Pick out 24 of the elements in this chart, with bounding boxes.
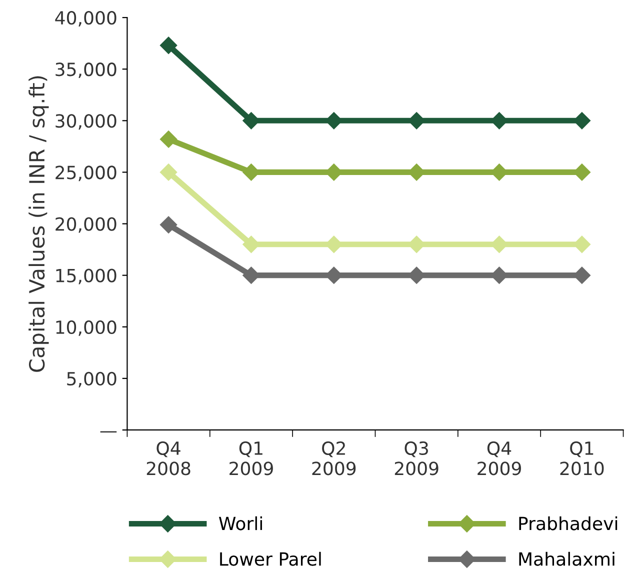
point: [160, 216, 178, 234]
x-tick-label: Q2 2009: [312, 441, 356, 476]
legend-label: Worli: [218, 516, 262, 530]
y-tick-label: 15,000: [56, 268, 116, 284]
point: [160, 36, 178, 54]
x-tick-label: Q1 2009: [230, 441, 273, 476]
y-tick-label: 35,000: [56, 62, 116, 78]
y-axis-title: Capital Values (in INR / sq.ft): [28, 76, 49, 372]
y-tick-label: 25,000: [56, 166, 116, 182]
x-tick-label: Q1 2010: [560, 441, 604, 476]
x-tick-label: Q4 2008: [146, 441, 190, 476]
y-tick-label: 40,000: [55, 11, 116, 27]
point: [160, 130, 178, 148]
point: [160, 164, 178, 181]
legend-label: Mahalaxmi: [519, 552, 614, 566]
y-tick-label: —: [100, 431, 117, 433]
legend-label: Lower Parel: [220, 552, 321, 566]
y-tick-label: 20,000: [56, 217, 116, 233]
legend-label: Prabhadevi: [519, 516, 618, 530]
y-tick-label: 5,000: [67, 372, 116, 388]
x-tick-label: Q4 2009: [478, 441, 521, 476]
y-tick-label: 10,000: [56, 320, 116, 336]
y-tick-label: 30,000: [56, 114, 116, 130]
x-tick-label: Q3 2009: [394, 441, 438, 476]
